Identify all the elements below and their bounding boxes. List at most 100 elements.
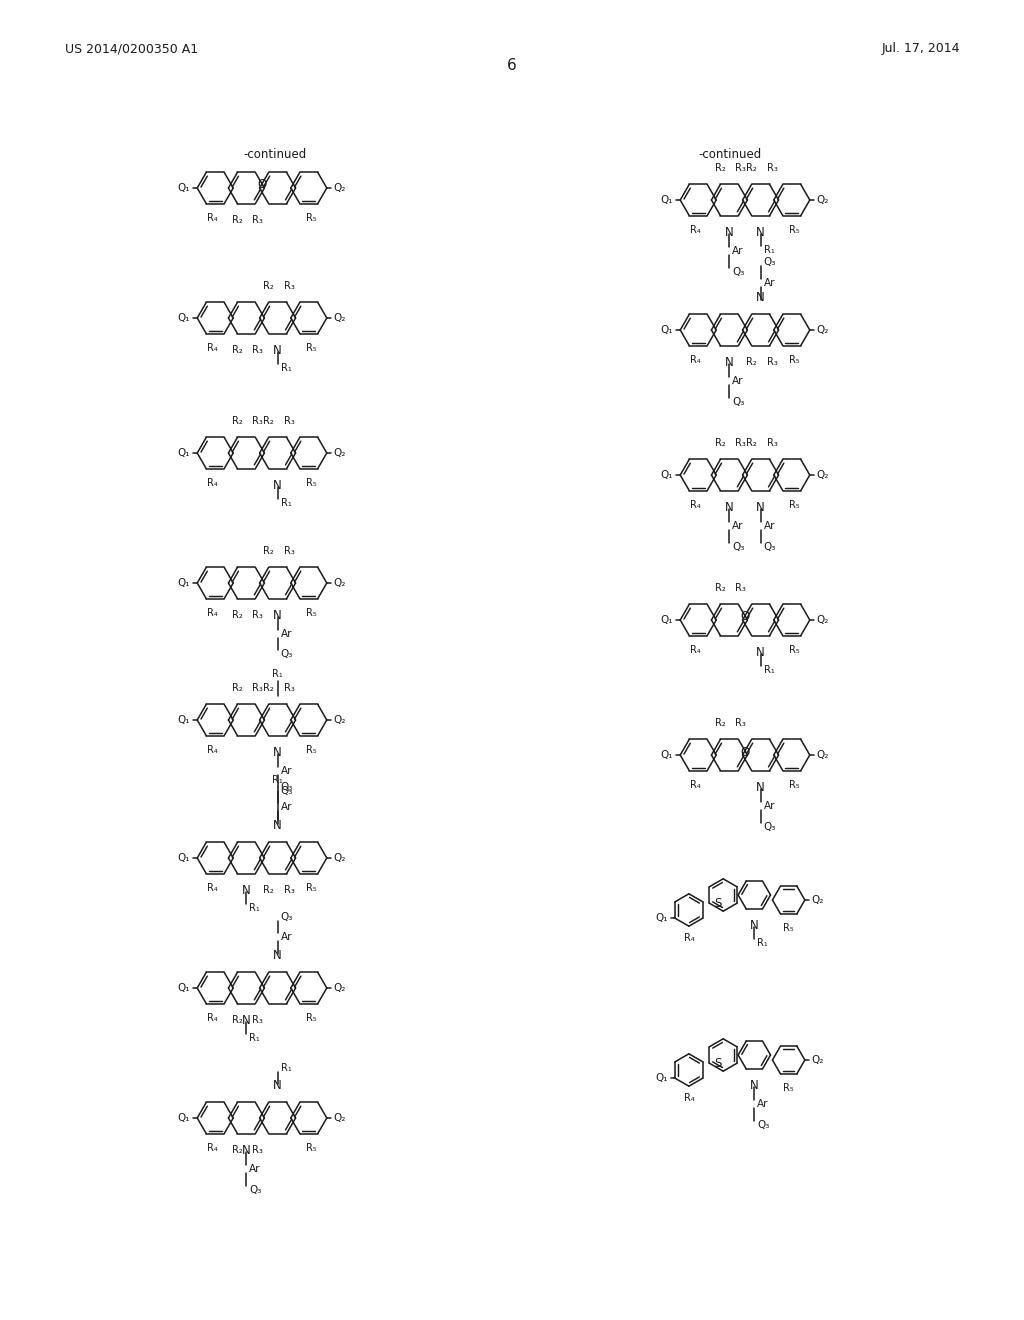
Text: R₅: R₅ [306,1143,317,1152]
Text: R₅: R₅ [306,883,317,894]
Text: R₂: R₂ [263,546,273,556]
Text: R₁: R₁ [272,669,283,678]
Text: R₃: R₃ [284,281,295,290]
Text: R₂: R₂ [745,356,757,367]
Text: R₅: R₅ [790,355,800,366]
Text: N: N [273,949,282,962]
Text: N: N [242,1144,251,1158]
Text: Q₁: Q₁ [660,615,673,624]
Text: R₂: R₂ [231,215,243,224]
Text: Q₁: Q₁ [178,578,190,587]
Text: R₃: R₃ [252,345,263,355]
Text: O: O [740,610,750,623]
Text: R₃: R₃ [735,438,746,447]
Text: R₂: R₂ [715,438,725,447]
Text: N: N [756,781,765,795]
Text: Q₁: Q₁ [178,447,190,458]
Text: R₂: R₂ [715,583,725,593]
Text: Q₂: Q₂ [812,1055,824,1065]
Text: R₅: R₅ [306,1012,317,1023]
Text: N: N [756,290,765,304]
Text: R₅: R₅ [790,780,800,789]
Text: Q₂: Q₂ [817,195,829,205]
Text: Q₃: Q₃ [758,1121,770,1130]
Text: N: N [725,356,734,370]
Text: R₂: R₂ [263,416,273,426]
Text: Q₁: Q₁ [660,325,673,335]
Text: N: N [273,345,282,356]
Text: Q₁: Q₁ [178,853,190,863]
Text: Q₂: Q₂ [334,313,346,323]
Text: Q₂: Q₂ [817,615,829,624]
Text: Ar: Ar [250,1164,261,1173]
Text: Q₁: Q₁ [660,750,673,760]
Text: R₅: R₅ [306,343,317,352]
Text: N: N [750,919,759,932]
Text: S: S [715,896,722,909]
Text: Q₃: Q₃ [764,257,776,267]
Text: R₃: R₃ [252,416,263,426]
Text: R₄: R₄ [683,933,694,944]
Text: Q₂: Q₂ [334,578,346,587]
Text: Ar: Ar [732,376,743,385]
Text: R₃: R₃ [252,610,263,620]
Text: R₃: R₃ [767,162,777,173]
Text: R₄: R₄ [207,609,218,618]
Text: R₁: R₁ [250,903,260,913]
Text: Q₂: Q₂ [334,715,346,725]
Text: N: N [725,502,734,513]
Text: R₂: R₂ [263,884,273,895]
Text: N: N [242,1014,251,1027]
Text: R₂: R₂ [231,1015,243,1026]
Text: R₄: R₄ [207,213,218,223]
Text: R₅: R₅ [790,224,800,235]
Text: R₃: R₃ [284,546,295,556]
Text: Q₃: Q₃ [281,785,293,796]
Text: Q₁: Q₁ [660,470,673,480]
Text: Q₂: Q₂ [817,470,829,480]
Text: R₅: R₅ [306,478,317,488]
Text: Q₁: Q₁ [178,183,190,193]
Text: R₃: R₃ [735,162,746,173]
Text: R₅: R₅ [783,1084,794,1093]
Text: R₄: R₄ [207,883,218,894]
Text: Ar: Ar [281,932,292,942]
Text: US 2014/0200350 A1: US 2014/0200350 A1 [65,42,198,55]
Text: R₄: R₄ [690,500,700,510]
Text: Q₃: Q₃ [764,543,776,552]
Text: R₃: R₃ [252,215,263,224]
Text: N: N [273,818,282,832]
Text: N: N [725,226,734,239]
Text: Ar: Ar [732,521,743,531]
Text: Q₁: Q₁ [655,1073,668,1084]
Text: R₃: R₃ [252,1144,263,1155]
Text: Q₂: Q₂ [334,983,346,993]
Text: Ar: Ar [281,766,292,776]
Text: Q₃: Q₃ [732,543,744,552]
Text: R₃: R₃ [284,682,295,693]
Text: R₃: R₃ [767,356,777,367]
Text: N: N [756,226,765,239]
Text: R₃: R₃ [767,438,777,447]
Text: R₄: R₄ [207,343,218,352]
Text: R₄: R₄ [690,355,700,366]
Text: R₃: R₃ [735,718,746,729]
Text: R₁: R₁ [281,363,292,374]
Text: R₅: R₅ [306,744,317,755]
Text: R₂: R₂ [231,1144,243,1155]
Text: Ar: Ar [764,801,775,810]
Text: Q₂: Q₂ [334,853,346,863]
Text: Q₂: Q₂ [334,1113,346,1123]
Text: R₂: R₂ [231,345,243,355]
Text: Ar: Ar [732,246,743,256]
Text: Q₃: Q₃ [732,267,744,277]
Text: Q₃: Q₃ [281,912,293,921]
Text: R₂: R₂ [263,281,273,290]
Text: R₃: R₃ [252,682,263,693]
Text: N: N [750,1080,759,1092]
Text: R₄: R₄ [690,780,700,789]
Text: R₂: R₂ [715,162,725,173]
Text: R₄: R₄ [683,1093,694,1104]
Text: R₂: R₂ [745,162,757,173]
Text: Q₁: Q₁ [660,195,673,205]
